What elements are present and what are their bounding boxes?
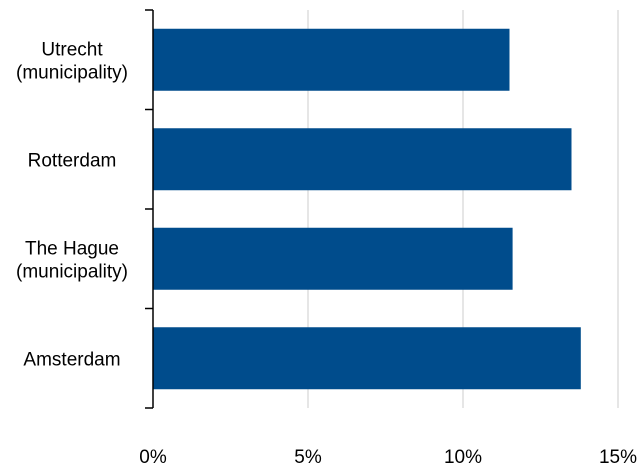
bar	[153, 128, 572, 191]
bar	[153, 327, 581, 390]
bar	[153, 28, 510, 91]
category-label: Rotterdam	[28, 150, 117, 171]
category-label-line: Amsterdam	[23, 349, 120, 370]
category-label-line: The Hague	[25, 238, 119, 259]
x-tick-label: 10%	[444, 447, 482, 467]
bars	[153, 28, 581, 390]
category-label-line: Rotterdam	[28, 150, 117, 171]
axes	[145, 9, 154, 409]
bar	[153, 227, 513, 290]
category-label-line: (municipality)	[16, 261, 128, 282]
x-tick-label: 15%	[599, 447, 637, 467]
tick-labels: 0% 5% 10% 15%	[139, 447, 637, 467]
category-label-line: (municipality)	[16, 62, 128, 83]
category-label: Utrecht (municipality)	[16, 39, 128, 83]
x-tick-label: 0%	[139, 447, 167, 467]
x-tick-label: 5%	[294, 447, 322, 467]
category-label: Amsterdam	[23, 349, 120, 370]
category-label: The Hague (municipality)	[16, 238, 128, 282]
category-label-line: Utrecht	[41, 39, 103, 60]
